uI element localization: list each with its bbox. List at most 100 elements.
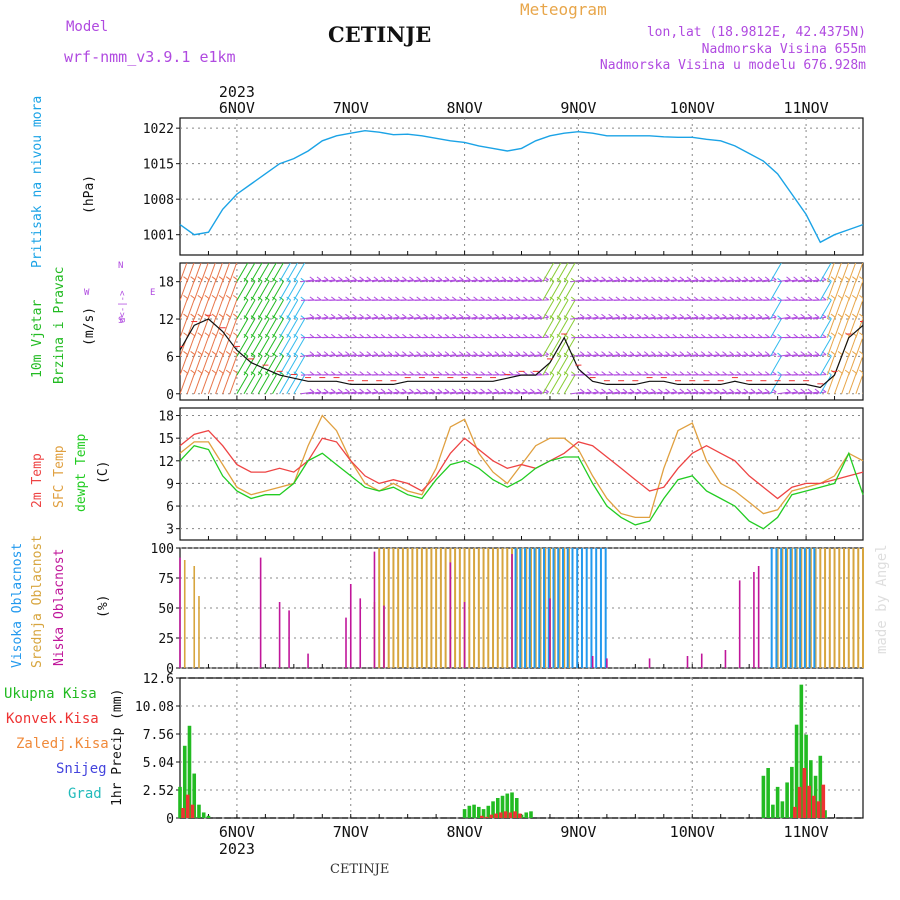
wind-arrow-head (814, 351, 820, 355)
wind-arrow (599, 391, 613, 395)
wind-arrow-head (286, 371, 291, 376)
wind-arrow (207, 316, 217, 338)
wind-arrow-head (437, 276, 443, 281)
wind-arrow (813, 279, 827, 283)
total-precip-bar (818, 755, 823, 818)
wind-arrow-head (736, 333, 742, 338)
wind-arrow-head (330, 388, 336, 393)
wind-arrow (286, 374, 299, 395)
wind-arrow-head (211, 369, 217, 374)
wind-arrow (635, 279, 649, 283)
wind-arrow (677, 316, 691, 320)
wind-arrow-head (579, 313, 585, 318)
wind-arrow-head (257, 333, 263, 338)
wind-arrow-head (380, 351, 386, 355)
wind-arrow-head (473, 313, 478, 318)
wind-arrow-head (473, 371, 478, 376)
wind-arrow-head (567, 263, 568, 264)
total-precip-bar (785, 782, 789, 818)
wind-arrow (364, 279, 378, 283)
wind-arrow (606, 354, 620, 357)
wind-arrow-head (337, 276, 343, 281)
wind-arrow (180, 316, 188, 338)
wind-arrow (272, 281, 284, 301)
wind-arrow-head (643, 313, 649, 318)
wind-arrow-head (574, 263, 575, 264)
wind-arrow (855, 298, 863, 320)
model-name: wrf-nmm_v3.9.1 e1km (64, 48, 236, 66)
wind-arrow-head (764, 333, 770, 338)
wind-arrow (336, 316, 350, 320)
wind-arrow-head (672, 333, 678, 338)
wind-arrow (756, 354, 770, 357)
wind-arrow-head (387, 333, 393, 338)
wind-arrow (193, 279, 203, 301)
wind-arrow (357, 354, 371, 357)
wind-arrow (734, 354, 748, 357)
wind-arrow (549, 374, 562, 395)
wind-arrow (592, 316, 606, 320)
legend-total-precip: Ukupna Kisa (4, 686, 97, 702)
wind-arrow-head (530, 351, 535, 355)
wind-arrow-head (387, 276, 393, 281)
wind-arrow (428, 354, 442, 357)
wind-arrow (791, 279, 805, 283)
wind-arrow-head (729, 296, 735, 301)
wind-arrow-head (387, 296, 393, 301)
wind-arrow (193, 263, 202, 282)
wind-arrow-head (225, 351, 231, 355)
wind-arrow-head (212, 258, 216, 261)
wind-arrow-head (644, 333, 649, 338)
wind-arrow (841, 372, 850, 394)
wind-arrow-head (416, 296, 421, 301)
wind-arrow-head (594, 371, 599, 376)
wind-arrow-head (204, 369, 210, 374)
wind-arrow-head (679, 351, 685, 355)
wind-arrow (563, 374, 576, 395)
wind-arrow (485, 279, 499, 283)
wind-arrow-head (225, 276, 231, 281)
wind-arrow (407, 354, 421, 357)
wind-arrow (670, 391, 684, 395)
model-label: Model (66, 19, 109, 35)
wind-arrow (379, 391, 393, 395)
wind-arrow-head (831, 258, 835, 261)
wind-arrow-head (530, 371, 535, 376)
wind-arrow-head (494, 333, 500, 338)
wind-arrow-head (394, 351, 400, 355)
wind-arrow-head (515, 296, 521, 301)
meteogram-label: Meteogram (520, 0, 607, 19)
wind-speed-line (180, 318, 863, 389)
top-day-label: 6NOV (219, 99, 255, 117)
wind-arrow (741, 316, 755, 320)
wind-arrow-head (309, 371, 315, 376)
wind-arrow-head (466, 276, 471, 281)
wind-arrow (734, 316, 748, 320)
wind-arrow-head (190, 276, 195, 281)
wind-arrow-head (416, 333, 421, 338)
wind-arrow (628, 316, 642, 320)
wind-arrow (834, 316, 843, 338)
wind-arrow (699, 354, 713, 357)
conv-precip-bar (484, 816, 489, 818)
wind-arrow-head (651, 388, 656, 393)
wind-arrow (207, 354, 217, 376)
wind-arrow-head (608, 276, 613, 281)
wind-arrow-head (352, 388, 357, 393)
y-tick-label: 12 (158, 455, 174, 470)
wind-arrow (229, 279, 238, 301)
wind-arrow (443, 316, 457, 320)
total-precip-bar (514, 798, 519, 818)
wind-arrow-head (300, 296, 306, 301)
wind-arrow (556, 281, 569, 301)
conv-precip-bar (816, 801, 821, 818)
wind-arrow-head (293, 371, 299, 376)
wind-arrow (443, 279, 457, 283)
wind-arrow-head (615, 296, 621, 301)
wind-arrow-head (736, 388, 741, 393)
conv-precip-bar (802, 768, 807, 818)
wind-arrow (855, 263, 863, 282)
compass-n: N (118, 261, 124, 271)
wind-arrow (549, 318, 562, 338)
